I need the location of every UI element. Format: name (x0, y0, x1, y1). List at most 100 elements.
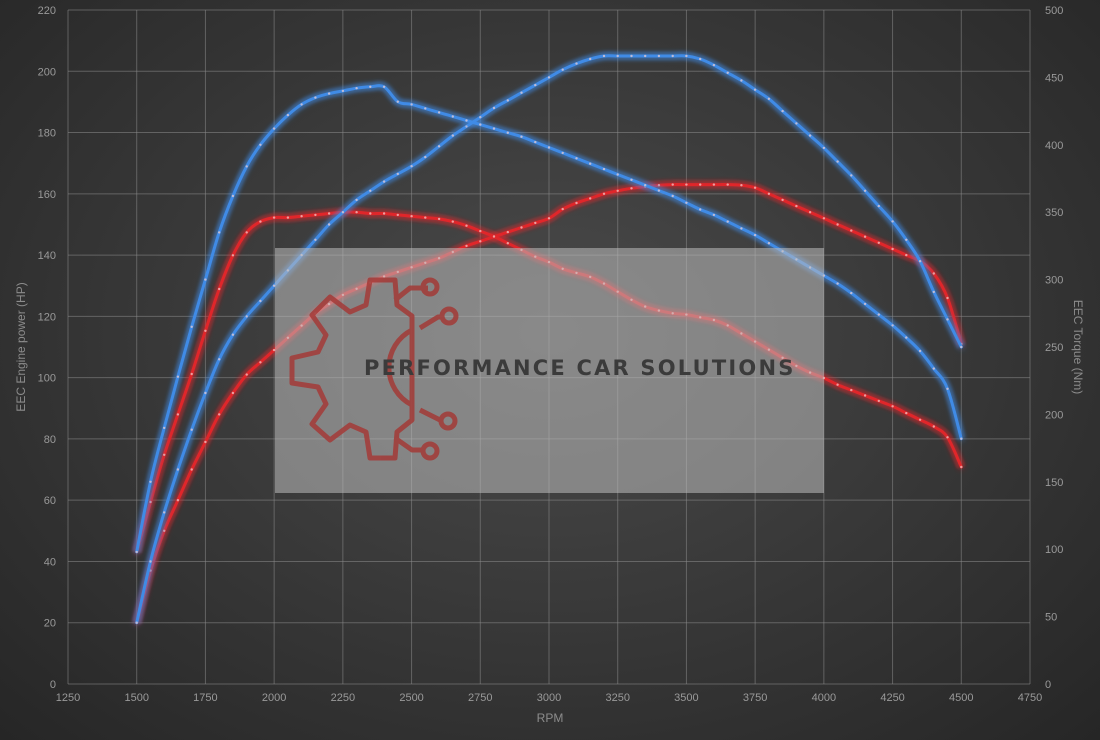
data-point (863, 394, 867, 397)
data-point (506, 242, 509, 245)
data-point (616, 54, 619, 58)
data-point (369, 212, 372, 215)
data-point (465, 244, 468, 248)
data-point (149, 480, 152, 483)
data-point (479, 229, 482, 233)
data-point (492, 127, 496, 130)
data-point (286, 216, 290, 219)
x-tick-label: 3250 (605, 692, 629, 704)
data-point (712, 183, 716, 186)
data-point (231, 194, 235, 198)
y-tick-label-right: 50 (1045, 612, 1057, 624)
data-point (740, 79, 743, 82)
data-point (437, 111, 441, 114)
data-point (946, 318, 949, 321)
data-point (877, 399, 880, 403)
y-tick-label-left: 120 (38, 311, 56, 323)
data-point (520, 226, 523, 229)
data-point (534, 83, 537, 87)
data-point (767, 242, 771, 245)
data-point (547, 76, 551, 79)
data-point (561, 68, 564, 71)
data-point (863, 302, 867, 306)
data-point (575, 157, 578, 160)
y-tick-label-left: 80 (44, 434, 56, 446)
data-point (850, 291, 853, 295)
x-axis-title: RPM (537, 711, 564, 725)
data-point (451, 220, 454, 223)
data-point (424, 216, 427, 219)
data-point (726, 71, 729, 75)
data-point (630, 54, 633, 58)
y-tick-label-right: 0 (1045, 679, 1051, 691)
data-point (685, 183, 688, 186)
data-point (781, 109, 784, 113)
data-point (712, 63, 716, 67)
series-0-group (132, 180, 966, 625)
data-point (245, 165, 248, 168)
data-point (699, 183, 702, 186)
data-point (506, 230, 509, 234)
data-point (410, 215, 413, 218)
data-point (176, 375, 180, 378)
data-point (437, 145, 441, 148)
data-point (465, 119, 468, 122)
data-point (589, 197, 592, 200)
data-point (300, 215, 303, 218)
data-point (382, 180, 386, 183)
data-point (369, 85, 372, 89)
data-point (520, 91, 523, 94)
data-point (382, 85, 386, 89)
data-point (905, 253, 908, 257)
data-point (245, 231, 248, 234)
data-point (163, 453, 166, 456)
data-point (932, 367, 935, 370)
data-point (795, 204, 798, 208)
data-point (740, 227, 743, 230)
data-point (863, 189, 867, 192)
data-point (905, 238, 908, 241)
data-point (753, 88, 757, 91)
data-point (589, 57, 592, 61)
data-point (781, 198, 784, 202)
data-point (808, 211, 812, 214)
data-point (163, 426, 166, 430)
data-point (671, 183, 674, 186)
y-tick-label-right: 200 (1045, 409, 1063, 421)
x-tick-label: 4000 (812, 692, 836, 704)
data-point (863, 235, 867, 238)
x-tick-label: 1250 (56, 692, 80, 704)
y-tick-label-left: 0 (50, 679, 56, 691)
data-point (410, 165, 413, 168)
data-point (918, 418, 922, 421)
data-point (561, 207, 564, 211)
data-point (534, 140, 537, 144)
data-point (946, 387, 949, 390)
data-point (355, 211, 358, 214)
data-point (218, 287, 221, 291)
data-point (259, 220, 262, 223)
y-tick-label-left: 20 (44, 618, 56, 630)
y-tick-label-left: 140 (38, 250, 56, 262)
data-point (699, 208, 702, 211)
data-point (644, 54, 647, 58)
data-point (204, 391, 207, 395)
data-point (534, 221, 537, 225)
y-tick-label-left: 60 (44, 495, 56, 507)
data-point (424, 155, 427, 159)
data-point (163, 511, 166, 514)
y-tick-label-right: 300 (1045, 275, 1063, 287)
data-point (822, 217, 826, 220)
data-point (589, 162, 592, 165)
data-point (479, 240, 482, 243)
data-point (314, 213, 317, 217)
data-point (960, 345, 963, 349)
data-point (877, 241, 880, 244)
data-point (877, 204, 880, 208)
y-tick-label-right: 450 (1045, 72, 1063, 84)
y-tick-label-right: 500 (1045, 5, 1063, 17)
data-point (753, 186, 757, 189)
data-point (547, 146, 551, 149)
data-point (905, 411, 908, 415)
